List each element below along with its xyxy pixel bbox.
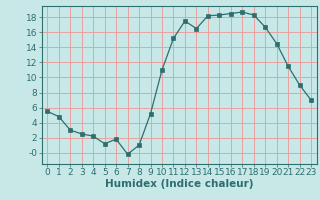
X-axis label: Humidex (Indice chaleur): Humidex (Indice chaleur) <box>105 179 253 189</box>
